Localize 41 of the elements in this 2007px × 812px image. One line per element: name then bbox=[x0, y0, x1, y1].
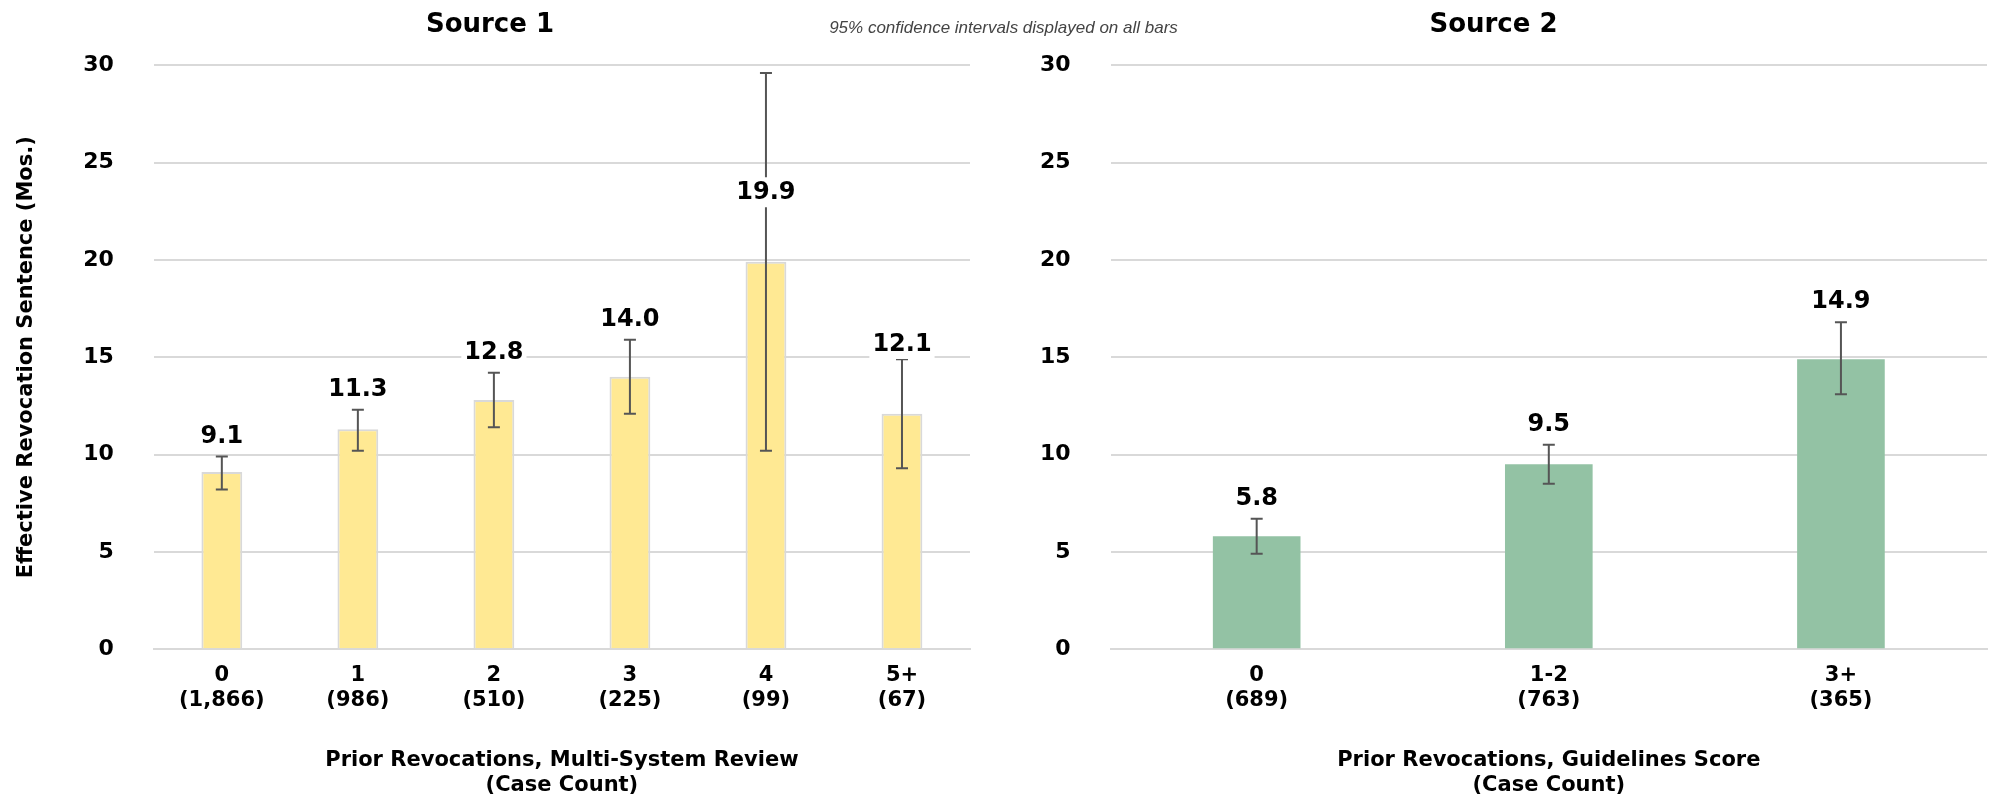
data-label: 11.3 bbox=[328, 373, 388, 402]
data-label: 5.8 bbox=[1235, 483, 1278, 512]
bar bbox=[1504, 464, 1593, 649]
y-tick-label: 0 bbox=[98, 634, 114, 660]
x-tick-label: 2 (510) bbox=[462, 662, 526, 712]
chart-title: Source 2 bbox=[1429, 8, 1558, 39]
y-tick-label: 10 bbox=[83, 440, 114, 466]
x-tick-label: 1 (986) bbox=[326, 662, 390, 712]
y-tick-label: 15 bbox=[83, 342, 114, 368]
data-label: 12.8 bbox=[464, 337, 524, 366]
x-axis-title: Prior Revocations, Guidelines Score (Case Count) bbox=[1337, 746, 1761, 796]
y-tick-label: 20 bbox=[1039, 245, 1071, 271]
x-tick-label: 3+ (365) bbox=[1809, 662, 1873, 712]
y-tick-label: 25 bbox=[83, 148, 114, 174]
y-tick-label: 30 bbox=[1039, 50, 1071, 76]
x-tick-label: 5+ (67) bbox=[877, 662, 927, 712]
y-axis-title: Effective Revocation Sentence (Mos.) bbox=[13, 136, 38, 579]
chart-title: Source 1 bbox=[425, 8, 555, 39]
data-label: 19.9 bbox=[736, 177, 796, 206]
x-tick-label: 1-2 (763) bbox=[1517, 662, 1581, 712]
x-tick-label: 4 (99) bbox=[741, 662, 791, 712]
y-tick-label: 15 bbox=[1039, 342, 1071, 368]
x-tick-label: 3 (225) bbox=[598, 662, 662, 712]
y-tick-label: 5 bbox=[1055, 537, 1071, 563]
bar bbox=[1212, 536, 1301, 649]
bar bbox=[1797, 359, 1885, 649]
x-tick-label: 0 (1,866) bbox=[179, 662, 265, 712]
data-label: 9.1 bbox=[200, 420, 244, 449]
y-tick-label: 5 bbox=[98, 537, 114, 563]
y-tick-label: 10 bbox=[1039, 440, 1071, 466]
y-tick-label: 20 bbox=[83, 245, 114, 271]
x-tick-label: 0 (689) bbox=[1225, 662, 1289, 712]
data-label: 9.5 bbox=[1527, 409, 1571, 438]
y-tick-label: 30 bbox=[83, 50, 114, 76]
data-label: 12.1 bbox=[872, 329, 932, 358]
data-label: 14.0 bbox=[600, 303, 660, 332]
y-tick-label: 25 bbox=[1039, 148, 1071, 174]
x-axis-title: Prior Revocations, Multi-System Review (Case Count) bbox=[325, 746, 799, 796]
y-tick-label: 0 bbox=[1055, 634, 1071, 660]
text: 95% confidence intervals displayed on all bars bbox=[829, 18, 1178, 37]
data-label: 14.9 bbox=[1811, 286, 1871, 315]
